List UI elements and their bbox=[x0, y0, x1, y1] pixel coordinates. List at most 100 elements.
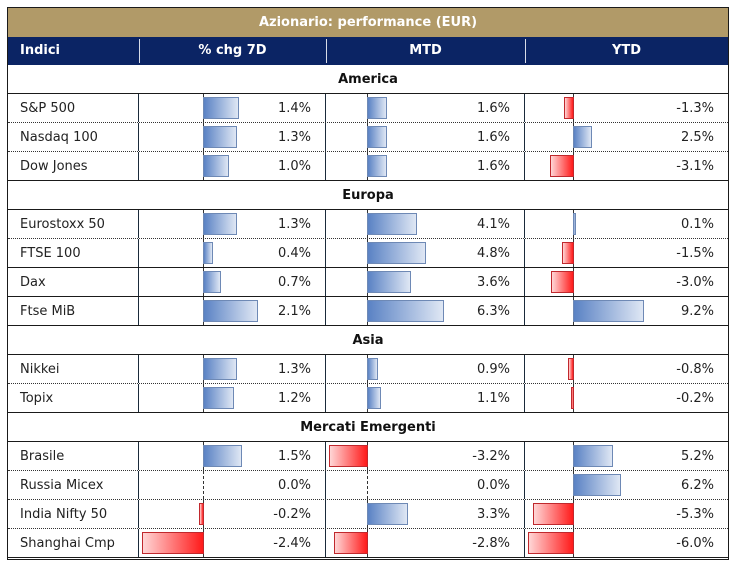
cell-chg7d: -0.2% bbox=[139, 500, 326, 528]
value-label: 9.2% bbox=[680, 304, 714, 319]
value-label: 0.4% bbox=[277, 246, 311, 261]
cell-ytd: 5.2% bbox=[525, 442, 728, 470]
index-name: Russia Micex bbox=[8, 471, 139, 499]
positive-data-bar bbox=[367, 300, 445, 322]
value-label: 0.0% bbox=[277, 478, 311, 493]
value-label: 1.3% bbox=[277, 217, 311, 232]
index-name: Ftse MiB bbox=[8, 297, 139, 325]
negative-data-bar bbox=[571, 387, 574, 409]
cell-ytd: 0.1% bbox=[525, 210, 728, 238]
cell-mtd: -2.8% bbox=[326, 529, 525, 557]
value-label: 0.7% bbox=[277, 275, 311, 290]
positive-data-bar bbox=[203, 97, 240, 119]
cell-mtd: 1.6% bbox=[326, 123, 525, 151]
cell-mtd: 0.9% bbox=[326, 355, 525, 383]
value-label: 6.2% bbox=[680, 478, 714, 493]
header-chg7d: % chg 7D bbox=[198, 43, 267, 58]
cell-mtd: 1.6% bbox=[326, 152, 525, 180]
value-label: -0.2% bbox=[273, 507, 311, 522]
value-label: 5.2% bbox=[680, 449, 714, 464]
negative-data-bar bbox=[550, 271, 574, 293]
value-label: -2.4% bbox=[273, 536, 311, 551]
table-row: Brasile 1.5% -3.2% 5.2% bbox=[8, 442, 728, 471]
negative-data-bar bbox=[333, 532, 368, 554]
cell-ytd: -3.1% bbox=[525, 152, 728, 180]
cell-ytd: -3.0% bbox=[525, 268, 728, 296]
positive-data-bar bbox=[573, 126, 593, 148]
cell-mtd: 4.8% bbox=[326, 239, 525, 267]
positive-data-bar bbox=[203, 155, 229, 177]
index-name: Eurostoxx 50 bbox=[8, 210, 139, 238]
value-label: 1.6% bbox=[476, 159, 510, 174]
positive-data-bar bbox=[203, 358, 237, 380]
cell-ytd: 6.2% bbox=[525, 471, 728, 499]
cell-ytd: -1.3% bbox=[525, 94, 728, 122]
positive-data-bar bbox=[367, 126, 387, 148]
cell-mtd: 6.3% bbox=[326, 297, 525, 325]
header-row: Indici % chg 7D MTD YTD bbox=[8, 37, 728, 65]
value-label: -3.2% bbox=[472, 449, 510, 464]
header-indici: Indici bbox=[20, 43, 61, 58]
value-label: 1.6% bbox=[476, 130, 510, 145]
index-name: FTSE 100 bbox=[8, 239, 139, 267]
value-label: 2.5% bbox=[680, 130, 714, 145]
value-label: -0.8% bbox=[676, 362, 714, 377]
cell-chg7d: 1.0% bbox=[139, 152, 326, 180]
positive-data-bar bbox=[203, 445, 242, 467]
table-row: India Nifty 50 -0.2% 3.3% -5.3% bbox=[8, 500, 728, 529]
positive-data-bar bbox=[203, 271, 222, 293]
section-header: Europa bbox=[8, 181, 728, 210]
header-divider bbox=[139, 39, 140, 63]
table-title: Azionario: performance (EUR) bbox=[8, 8, 728, 37]
value-label: 0.0% bbox=[476, 478, 510, 493]
cell-chg7d: 1.2% bbox=[139, 384, 326, 412]
value-label: -0.2% bbox=[676, 391, 714, 406]
value-label: 4.1% bbox=[476, 217, 510, 232]
value-label: -1.3% bbox=[676, 101, 714, 116]
value-label: -5.3% bbox=[676, 507, 714, 522]
cell-ytd: -0.8% bbox=[525, 355, 728, 383]
negative-data-bar bbox=[141, 532, 204, 554]
table-row: Ftse MiB 2.1% 6.3% 9.2% bbox=[8, 297, 728, 326]
positive-data-bar bbox=[203, 242, 214, 264]
cell-ytd: -6.0% bbox=[525, 529, 728, 557]
negative-data-bar bbox=[527, 532, 574, 554]
table-row: Eurostoxx 50 1.3% 4.1% 0.1% bbox=[8, 210, 728, 239]
table-row: Russia Micex 0.0% 0.0% 6.2% bbox=[8, 471, 728, 500]
positive-data-bar bbox=[573, 213, 576, 235]
value-label: 3.3% bbox=[476, 507, 510, 522]
header-divider bbox=[525, 39, 526, 63]
table-row: Dow Jones 1.0% 1.6% -3.1% bbox=[8, 152, 728, 181]
cell-chg7d: 1.4% bbox=[139, 94, 326, 122]
cell-mtd: 1.6% bbox=[326, 94, 525, 122]
cell-chg7d: 2.1% bbox=[139, 297, 326, 325]
value-label: 1.0% bbox=[277, 159, 311, 174]
section-header: Asia bbox=[8, 326, 728, 355]
zero-axis-line bbox=[203, 471, 204, 499]
cell-chg7d: 1.3% bbox=[139, 210, 326, 238]
cell-mtd: 3.3% bbox=[326, 500, 525, 528]
cell-mtd: 0.0% bbox=[326, 471, 525, 499]
value-label: 1.1% bbox=[476, 391, 510, 406]
value-label: 1.2% bbox=[277, 391, 311, 406]
cell-chg7d: -2.4% bbox=[139, 529, 326, 557]
negative-data-bar bbox=[328, 445, 368, 467]
index-name: Nasdaq 100 bbox=[8, 123, 139, 151]
value-label: -3.1% bbox=[676, 159, 714, 174]
positive-data-bar bbox=[367, 387, 381, 409]
cell-mtd: 1.1% bbox=[326, 384, 525, 412]
cell-mtd: -3.2% bbox=[326, 442, 525, 470]
positive-data-bar bbox=[203, 300, 258, 322]
value-label: 1.4% bbox=[277, 101, 311, 116]
positive-data-bar bbox=[573, 474, 621, 496]
index-name: Topix bbox=[8, 384, 139, 412]
section-header: America bbox=[8, 65, 728, 94]
table-row: S&P 500 1.4% 1.6% -1.3% bbox=[8, 94, 728, 123]
value-label: 1.3% bbox=[277, 130, 311, 145]
table-row: Nikkei 1.3% 0.9% -0.8% bbox=[8, 355, 728, 384]
negative-data-bar bbox=[198, 503, 204, 525]
negative-data-bar bbox=[550, 155, 574, 177]
positive-data-bar bbox=[367, 503, 408, 525]
value-label: 0.9% bbox=[476, 362, 510, 377]
cell-ytd: 2.5% bbox=[525, 123, 728, 151]
